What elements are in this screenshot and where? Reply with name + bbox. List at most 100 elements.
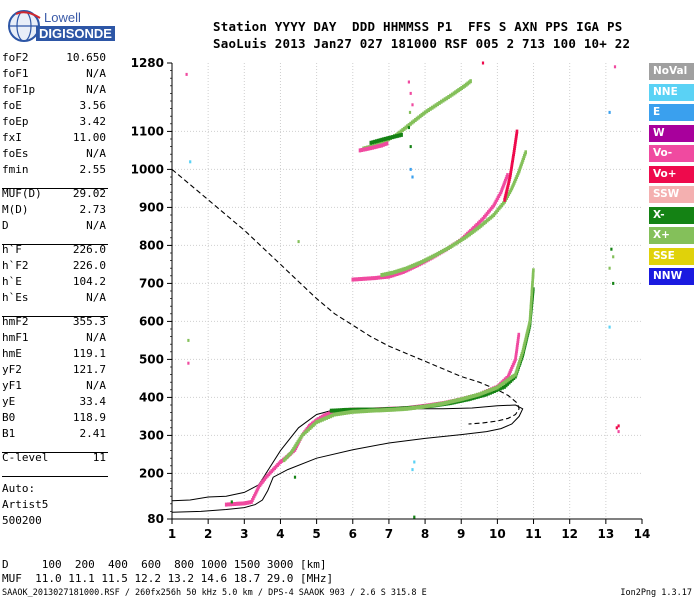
echo-x- <box>410 120 414 125</box>
echo-x- <box>423 258 427 263</box>
y-tick-label: 1000 <box>131 162 164 176</box>
echo-x- <box>287 453 290 458</box>
echo-x- <box>485 392 488 397</box>
echo-vo- <box>227 502 230 507</box>
param-value: 2.41 <box>79 427 107 440</box>
param-name: hmF2 <box>2 315 29 328</box>
echo-x- <box>414 118 417 122</box>
x-tick-label: 12 <box>561 527 578 541</box>
echo-x- <box>391 270 394 275</box>
echo-point-nne <box>413 460 416 464</box>
echo-x- <box>377 408 381 413</box>
echo-vo- <box>270 469 274 474</box>
echo-vo- <box>239 501 242 506</box>
echo-x- <box>487 391 490 396</box>
echo-vo- <box>515 133 518 138</box>
echo-x- <box>529 306 533 311</box>
echo-vo- <box>320 414 324 419</box>
echo-vo- <box>277 461 281 466</box>
echo-vo- <box>513 148 516 153</box>
param-foe: foE 3.56 <box>2 98 106 114</box>
echo-x- <box>490 387 493 392</box>
echo-point-x- <box>610 247 613 251</box>
echo-x- <box>397 407 401 412</box>
param-value: N/A <box>86 147 106 160</box>
x-tick-label: 9 <box>457 527 465 541</box>
echo-x- <box>466 395 469 400</box>
echo-x- <box>435 402 439 407</box>
echo-x- <box>375 408 379 413</box>
param-name: hmE <box>2 347 22 360</box>
echo-x- <box>385 136 389 141</box>
param-value: 11.00 <box>72 131 106 144</box>
echo-x- <box>529 302 533 307</box>
echo-vo- <box>515 129 519 134</box>
echo-x- <box>432 253 436 258</box>
echo-x- <box>288 452 292 456</box>
echo-x- <box>457 88 460 93</box>
echo-x- <box>367 408 371 413</box>
echo-x- <box>478 225 481 230</box>
x-tick-label: 6 <box>349 527 357 541</box>
legend-vo-: Vo+ <box>649 165 694 183</box>
echo-x- <box>528 317 532 322</box>
echo-x- <box>473 228 476 233</box>
echo-vo- <box>512 152 515 157</box>
echo-vo- <box>379 275 382 280</box>
echo-x- <box>443 97 447 102</box>
echo-x- <box>407 406 411 411</box>
echo-x- <box>357 409 361 414</box>
echo-x- <box>452 242 456 247</box>
echo-vo- <box>229 502 232 507</box>
echo-x- <box>486 218 489 223</box>
echo-x- <box>335 412 338 417</box>
echo-point-vo- <box>187 361 190 365</box>
echo-x- <box>443 401 447 405</box>
echo-x- <box>441 98 445 103</box>
echo-x- <box>488 388 491 393</box>
param-yf2: yF2 121.7 <box>2 362 106 378</box>
echo-point-nne <box>608 325 611 329</box>
auto-code: 500200 <box>2 514 42 527</box>
x-tick-label: 10 <box>489 527 506 541</box>
echo-point-e <box>409 167 412 171</box>
echo-point-x- <box>293 475 297 479</box>
echo-x- <box>331 408 335 413</box>
echo-x- <box>484 219 487 224</box>
echo-x- <box>529 308 532 313</box>
y-tick-label: 500 <box>139 352 164 366</box>
echo-x- <box>450 243 454 248</box>
y-tick-label: 300 <box>139 428 164 442</box>
echo-x- <box>529 310 532 315</box>
echo-x- <box>509 378 513 383</box>
muf-distance-row: D 100 200 400 600 800 1000 1500 3000 [km… <box>2 558 327 571</box>
echo-x- <box>429 106 432 111</box>
echo-x- <box>459 238 463 243</box>
echo-x- <box>409 264 412 269</box>
echo-x- <box>345 410 348 415</box>
echo-x- <box>486 389 489 394</box>
echo-x- <box>489 215 492 220</box>
echo-x- <box>484 390 487 395</box>
echo-x- <box>530 287 534 292</box>
param-b1: B1 2.41 <box>2 426 106 442</box>
echo-x- <box>385 408 389 412</box>
echo-x- <box>467 80 471 85</box>
x-tick-label: 8 <box>421 527 429 541</box>
echo-x- <box>404 125 408 130</box>
param-name: foF1 <box>2 67 29 80</box>
echo-x- <box>308 426 312 430</box>
echo-x- <box>449 399 453 404</box>
echo-x- <box>302 431 306 436</box>
param-value: 11 <box>92 451 106 464</box>
echo-x- <box>455 398 459 403</box>
param-c-level: C-level 11 <box>2 450 106 466</box>
echo-x- <box>412 119 416 124</box>
echo-point-x- <box>297 240 300 244</box>
echo-x- <box>307 427 310 432</box>
echo-point-nne <box>411 468 414 472</box>
echo-vo- <box>280 458 284 463</box>
echo-point-e <box>411 175 414 179</box>
echo-x- <box>431 105 434 110</box>
param-value: 10.650 <box>66 51 106 64</box>
